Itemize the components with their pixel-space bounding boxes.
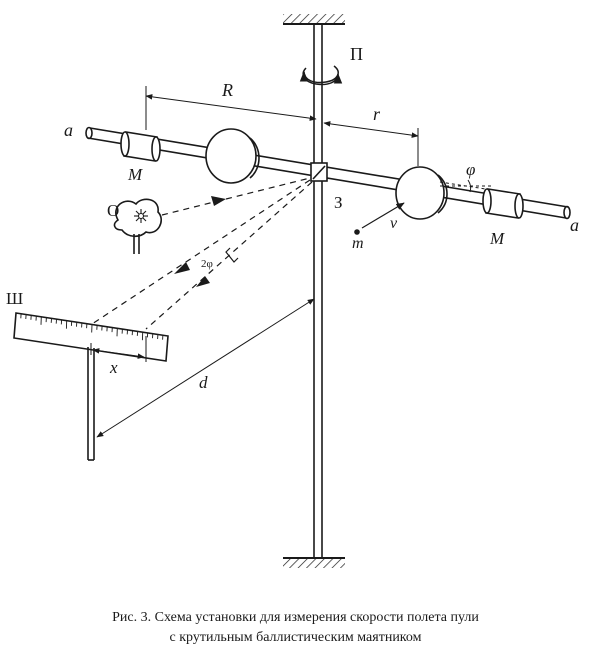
scale-board (13, 312, 169, 461)
rotation-arrow-icon (299, 65, 343, 86)
rod-end-left-label: a (64, 120, 73, 140)
dimension-r (323, 121, 419, 166)
arm-R-label: R (221, 80, 233, 100)
dimension-R (145, 86, 317, 130)
angle-2phi-label: 2φ (201, 258, 213, 270)
weight-right-label: M (489, 229, 505, 248)
bullet-mass-label: m (352, 235, 364, 252)
distance-d-label: d (199, 373, 208, 392)
axis-label: П (350, 44, 363, 64)
angle-phi-marks (439, 181, 493, 191)
velocity-arrow (361, 202, 405, 229)
left-weight-cylinder (120, 131, 161, 162)
suspension-wire (313, 24, 323, 558)
source-label: О (107, 201, 119, 220)
caption-line-1: Рис. 3. Схема установки для измерения ск… (112, 610, 479, 625)
rod-end-right-label: a (570, 215, 579, 235)
bullet (354, 229, 360, 235)
lamp-star-icon (134, 209, 148, 223)
light-beams (91, 177, 313, 330)
figure-caption: Рис. 3. Схема установки для измерения ск… (0, 608, 591, 648)
arm-r-label: r (373, 104, 381, 124)
angle-phi-arc (467, 179, 472, 193)
light-source (113, 198, 162, 254)
top-ceiling-mount (283, 14, 345, 25)
bottom-floor-mount (283, 557, 345, 568)
mirror-label: З (334, 193, 343, 212)
angle-2phi-bracket (225, 247, 239, 263)
pendulum-setup-diagram: П З О Ш a a M M R r φ 2φ m v x d (6, 14, 579, 568)
scale-label: Ш (6, 289, 23, 308)
beam-direction-arrows (174, 196, 226, 287)
mirror (310, 162, 328, 182)
velocity-label: v (390, 215, 398, 232)
right-disk-target (395, 166, 448, 220)
left-disk (205, 128, 260, 184)
right-weight-cylinder (482, 188, 524, 219)
dimension-d (96, 298, 315, 438)
caption-line-2: с крутильным баллистическим маятником (169, 630, 422, 645)
angle-phi-label: φ (466, 160, 475, 179)
deflection-x-label: x (109, 358, 118, 377)
weight-left-label: M (127, 165, 143, 184)
